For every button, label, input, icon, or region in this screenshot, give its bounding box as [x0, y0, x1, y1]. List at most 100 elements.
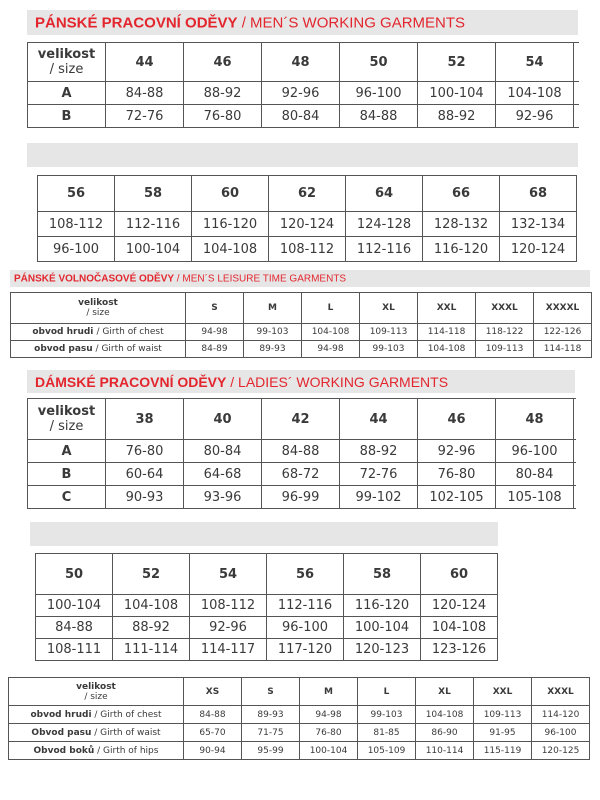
table-cell: 89-93: [241, 705, 300, 724]
table-cell: 102-105: [417, 485, 496, 509]
table-cell: 104-108: [495, 81, 574, 105]
size-header: XXXL: [475, 292, 534, 324]
size-header: 60: [420, 553, 498, 595]
table-cell: [573, 398, 576, 440]
table-cell: 111-114: [112, 638, 190, 661]
table-cell: 100-104: [35, 594, 113, 617]
row-label-en: / Girth of waist: [91, 727, 161, 738]
table-cell: 110-114: [415, 741, 474, 760]
table-cell: 100-104: [114, 236, 192, 262]
table-cell: 112-116: [345, 236, 423, 262]
mens-leisure-table: velikost / size S M L XL XXL XXXL XXXXL obvod hru…: [10, 292, 592, 362]
table-cell: 80-84: [183, 439, 262, 463]
table-cell: 114-118: [417, 323, 476, 341]
row-label-cz: Obvod pasu: [31, 727, 92, 738]
size-header: XXL: [417, 292, 476, 324]
header-row: 50 52 54 56 58 60: [35, 553, 498, 595]
table-cell: 122-126: [533, 323, 592, 341]
table-cell: 96-100: [495, 439, 574, 463]
table-row: B 60-64 64-68 68-72 72-76 76-80 80-84: [27, 462, 576, 486]
row-label-en: / Girth of hips: [94, 745, 159, 756]
title-cz: DÁMSKÉ PRACOVNÍ ODĚVY: [35, 373, 227, 390]
row-label: Obvod pasu / Girth of waist: [8, 723, 184, 742]
table-cell: 109-113: [475, 340, 534, 358]
ladies-working-header-continued: [30, 522, 498, 546]
size-header: 44: [339, 398, 418, 440]
size-header: 64: [345, 175, 423, 212]
table-cell: 132-134: [499, 211, 577, 237]
size-sub: / size: [49, 62, 84, 77]
table-row: A 76-80 80-84 84-88 88-92 92-96 96-100: [27, 439, 576, 463]
table-cell: 104-108: [417, 340, 476, 358]
table-cell: 112-116: [114, 211, 192, 237]
header-row: velikost / size S M L XL XXL XXXL XXXXL: [10, 292, 592, 324]
table-cell: 99-102: [339, 485, 418, 509]
size-header: 66: [422, 175, 500, 212]
table-cell: 76-80: [417, 462, 496, 486]
size-header: 60: [191, 175, 269, 212]
size-header: XS: [183, 677, 242, 706]
table-cell: 108-111: [35, 638, 113, 661]
table-cell: 90-94: [183, 741, 242, 760]
size-header: 50: [339, 42, 418, 82]
table-cell: 100-104: [417, 81, 496, 105]
size-header: 42: [261, 398, 340, 440]
row-label-en: / Girth of chest: [91, 709, 162, 720]
size-label-cell: velikost / size: [10, 292, 186, 324]
size-header: 62: [268, 175, 346, 212]
table-cell: 81-85: [357, 723, 416, 742]
row-label: B: [27, 104, 106, 128]
size-header: XXXXL: [533, 292, 592, 324]
title-en: / MEN´S LEISURE TIME GARMENTS: [174, 273, 347, 284]
size-header: L: [301, 292, 360, 324]
table-cell: 92-96: [189, 616, 267, 639]
table-cell: 88-92: [339, 439, 418, 463]
size-header: 58: [343, 553, 421, 595]
table-cell: 120-123: [343, 638, 421, 661]
table-cell: 104-108: [301, 323, 360, 341]
size-header: 48: [261, 42, 340, 82]
table-row: A 84-88 88-92 92-96 96-100 100-104 104-108: [27, 81, 579, 105]
table-cell: 72-76: [339, 462, 418, 486]
table-row: obvod pasu / Girth of waist 84-89 89-93 94-…: [10, 340, 592, 358]
table-cell: 88-92: [112, 616, 190, 639]
header-row: velikost / size 38 40 42 44 46 48: [27, 398, 576, 440]
table-cell: 84-88: [261, 439, 340, 463]
table-cell: 71-75: [241, 723, 300, 742]
title-en: / MEN´S WORKING GARMENTS: [237, 14, 466, 31]
table-cell: 94-98: [299, 705, 358, 724]
size-header: M: [299, 677, 358, 706]
table-cell: 109-113: [359, 323, 418, 341]
table-cell: 108-112: [189, 594, 267, 617]
table-cell: 96-100: [339, 81, 418, 105]
table-cell: 94-98: [301, 340, 360, 358]
mens-working-header-continued: [27, 143, 578, 167]
table-cell: 104-108: [191, 236, 269, 262]
table-cell: 89-93: [243, 340, 302, 358]
title-cz: PÁNSKÉ VOLNOČASOVÉ ODĚVY: [14, 273, 175, 284]
table-row: 96-100 100-104 104-108 108-112 112-116 116-12…: [37, 236, 577, 262]
table-cell: 114-118: [533, 340, 592, 358]
table-cell: 91-95: [473, 723, 532, 742]
table-cell: 84-88: [339, 104, 418, 128]
table-cell: 114-120: [531, 705, 590, 724]
size-sub: / size: [49, 419, 84, 434]
table-cell: 84-89: [185, 340, 244, 358]
table-cell: 120-124: [499, 236, 577, 262]
size-header: S: [185, 292, 244, 324]
size-label: velikost: [78, 298, 118, 308]
table-cell: [573, 462, 576, 486]
row-label-cz: obvod hrudi: [30, 709, 92, 720]
size-header: 48: [495, 398, 574, 440]
table-cell: 104-108: [112, 594, 190, 617]
table-cell: 114-117: [189, 638, 267, 661]
size-label: velikost: [37, 404, 96, 419]
table-cell: 76-80: [299, 723, 358, 742]
table-cell: 108-112: [268, 236, 346, 262]
row-label: obvod pasu / Girth of waist: [10, 340, 186, 358]
ladies-working-table-1: velikost / size 38 40 42 44 46 48 A 76-80 80-84 84-…: [27, 398, 576, 514]
table-cell: 80-84: [261, 104, 340, 128]
row-label: A: [27, 439, 106, 463]
table-cell: 105-109: [357, 741, 416, 760]
table-cell: 108-112: [37, 211, 115, 237]
